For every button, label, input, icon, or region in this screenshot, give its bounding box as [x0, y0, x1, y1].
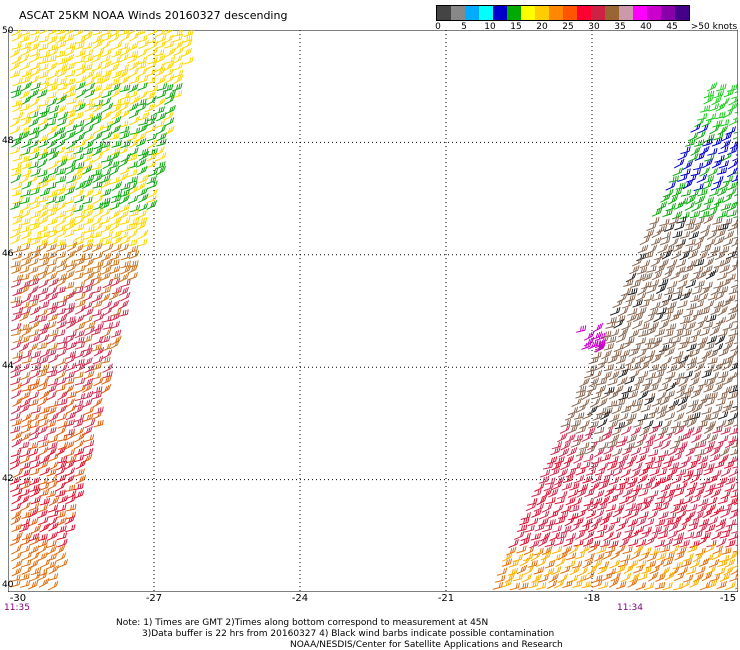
right-swath-time: 11:34	[617, 603, 643, 613]
legend-swatch	[507, 6, 521, 20]
legend-tick-label: 30	[588, 22, 600, 32]
legend-swatch	[661, 6, 675, 20]
lat-lon-gridlines	[8, 30, 738, 592]
legend-tick-label: 15	[510, 22, 522, 32]
legend-swatch	[619, 6, 633, 20]
legend-swatch	[479, 6, 493, 20]
legend-swatch	[437, 6, 451, 20]
legend-swatch	[465, 6, 479, 20]
latitude-label: 44	[2, 361, 14, 372]
legend-swatch	[647, 6, 661, 20]
longitude-label: -24	[291, 593, 309, 604]
legend-swatch	[535, 6, 549, 20]
left-swath-time: 11:35	[4, 603, 30, 613]
longitude-label: -30	[9, 593, 27, 604]
note-line-3: NOAA/NESDIS/Center for Satellite Applica…	[290, 640, 563, 650]
note-line-1: Note: 1) Times are GMT 2)Times along bot…	[116, 618, 489, 628]
map-title: ASCAT 25KM NOAA Winds 20160327 descendin…	[19, 9, 288, 22]
legend-swatch	[591, 6, 605, 20]
legend-swatch	[633, 6, 647, 20]
legend-swatch	[563, 6, 577, 20]
longitude-label: -27	[145, 593, 163, 604]
left-swath-wind-barbs	[9, 30, 194, 591]
legend-swatch	[521, 6, 535, 20]
wind-map-plot	[8, 30, 738, 592]
latitude-label: 42	[2, 473, 14, 484]
right-swath-wind-barbs	[492, 82, 738, 591]
legend-swatch	[605, 6, 619, 20]
legend-tick-label: 35	[614, 22, 626, 32]
longitude-label: -21	[437, 593, 455, 604]
legend-tick-label: >50 knots	[690, 22, 738, 32]
legend-tick-label: 40	[640, 22, 652, 32]
legend-swatch	[549, 6, 563, 20]
longitude-label: -18	[583, 593, 601, 604]
latitude-label: 46	[2, 248, 14, 259]
longitude-label: -15	[719, 593, 737, 604]
latitude-label: 48	[2, 136, 14, 147]
legend-tick-label: 25	[562, 22, 574, 32]
legend-tick-label: 45	[666, 22, 678, 32]
latitude-label: 50	[2, 26, 14, 36]
legend-swatch	[577, 6, 591, 20]
legend-tick-label: 10	[484, 22, 496, 32]
legend-swatch	[451, 6, 465, 20]
legend-tick-label: 20	[536, 22, 548, 32]
note-line-2: 3)Data buffer is 22 hrs from 20160327 4)…	[142, 629, 555, 639]
latitude-label: 40	[2, 580, 14, 590]
legend-swatch	[493, 6, 507, 20]
legend-swatch	[675, 6, 689, 20]
legend-tick-label: 5	[461, 22, 467, 32]
wind-speed-color-legend	[436, 5, 690, 21]
legend-tick-label: 0	[435, 22, 441, 32]
